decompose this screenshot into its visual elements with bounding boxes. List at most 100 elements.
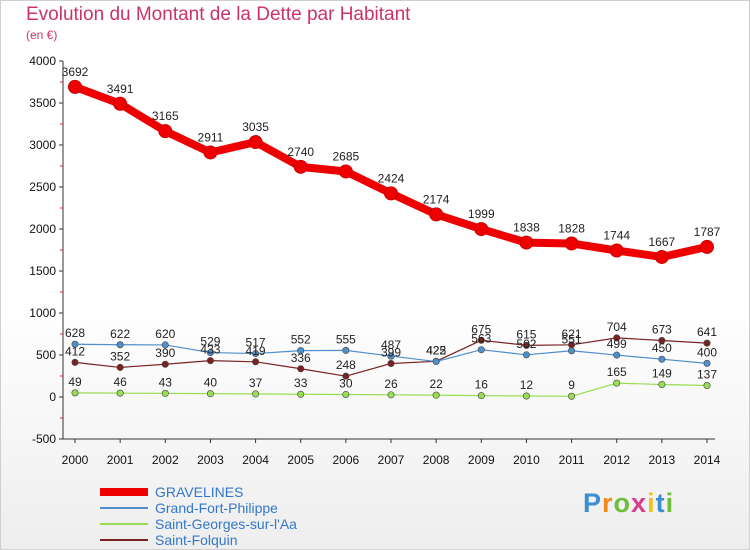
data-label: 552 — [291, 333, 311, 347]
data-label: 43 — [159, 375, 173, 389]
data-label: 422 — [426, 344, 446, 358]
data-label: 1787 — [694, 225, 721, 239]
data-point — [252, 350, 260, 358]
y-tick-label: 3000 — [29, 138, 56, 152]
data-label: 620 — [155, 327, 175, 341]
x-tick-label: 2012 — [603, 453, 630, 467]
data-point — [113, 96, 128, 111]
data-label: 3692 — [62, 65, 89, 79]
data-point — [522, 392, 530, 400]
data-point — [658, 336, 666, 344]
data-label: 641 — [697, 325, 717, 339]
data-label: 529 — [200, 335, 220, 349]
data-label: 390 — [155, 346, 175, 360]
data-label: 2685 — [333, 149, 360, 163]
data-label: 137 — [697, 367, 717, 381]
data-point — [658, 380, 666, 388]
data-point — [654, 249, 669, 264]
data-label: 16 — [475, 378, 489, 392]
data-label: 399 — [381, 345, 401, 359]
data-label: 1838 — [513, 221, 540, 235]
data-point — [116, 363, 124, 371]
data-label: 2740 — [287, 145, 314, 159]
data-label: 22 — [429, 377, 443, 391]
data-label: 675 — [471, 322, 491, 336]
data-point — [71, 358, 79, 366]
data-label: 9 — [568, 378, 575, 392]
data-point — [432, 391, 440, 399]
data-label: 30 — [339, 376, 353, 390]
data-point — [700, 239, 714, 254]
y-tick-label: 2000 — [29, 222, 56, 236]
data-point — [522, 341, 530, 349]
data-label: 412 — [65, 344, 85, 358]
x-tick-label: 2002 — [152, 453, 179, 467]
data-label: 1999 — [468, 207, 495, 221]
x-tick-label: 2014 — [694, 453, 721, 467]
data-label: 704 — [607, 320, 627, 334]
data-point — [568, 392, 576, 400]
data-label: 40 — [204, 376, 218, 390]
data-point — [203, 145, 218, 160]
data-point — [703, 381, 711, 389]
data-label: 551 — [562, 333, 582, 347]
data-label: 248 — [336, 358, 356, 372]
data-label: 37 — [249, 376, 263, 390]
data-label: 33 — [294, 376, 308, 390]
data-label: 425 — [426, 343, 446, 357]
logo-letter: t — [655, 488, 666, 518]
x-tick-label: 2007 — [378, 453, 405, 467]
data-label: 555 — [336, 332, 356, 346]
legend-swatch — [100, 488, 148, 496]
data-point — [116, 389, 124, 397]
logo-letter: r — [602, 488, 614, 518]
data-label: 615 — [516, 327, 536, 341]
data-point — [387, 391, 395, 399]
x-tick-label: 2000 — [62, 453, 89, 467]
x-tick-label: 2005 — [287, 453, 314, 467]
data-label: 499 — [607, 337, 627, 351]
chart-subtitle: (en €) — [26, 28, 58, 42]
x-tick-label: 2006 — [333, 453, 360, 467]
legend-swatch — [100, 539, 148, 541]
legend-label: GRAVELINES — [155, 484, 244, 500]
data-label: 2424 — [378, 171, 405, 185]
data-point — [522, 351, 530, 359]
data-point — [613, 379, 621, 387]
proxiti-logo: Proxiti — [583, 488, 674, 519]
legend-swatch — [100, 523, 148, 525]
data-label: 450 — [652, 341, 672, 355]
logo-letter: x — [631, 488, 648, 518]
data-label: 628 — [65, 326, 85, 340]
data-label: 3035 — [242, 120, 269, 134]
data-point — [248, 135, 263, 150]
data-point — [71, 340, 79, 348]
logo-letter: P — [583, 488, 603, 518]
data-label: 502 — [516, 337, 536, 351]
x-tick-label: 2003 — [197, 453, 224, 467]
data-label: 517 — [246, 336, 266, 350]
legend-label: Saint-Georges-sur-l'Aa — [155, 516, 297, 532]
data-label: 2174 — [423, 192, 450, 206]
legend-label: Grand-Fort-Philippe — [155, 500, 278, 516]
data-point — [658, 355, 666, 363]
logo-letter: o — [613, 488, 632, 518]
chart-title: Evolution du Montant de la Dette par Hab… — [26, 4, 411, 25]
logo-letter: i — [665, 488, 675, 518]
data-point — [613, 351, 621, 359]
data-label: 419 — [246, 344, 266, 358]
data-label: 46 — [113, 375, 127, 389]
y-tick-label: 4000 — [29, 54, 56, 68]
data-label: 1744 — [603, 229, 630, 243]
data-point — [252, 390, 260, 398]
data-point — [613, 334, 621, 342]
data-label: 622 — [110, 327, 130, 341]
data-point — [477, 346, 485, 354]
data-point — [161, 389, 169, 397]
data-label: 621 — [562, 327, 582, 341]
data-point — [206, 349, 214, 357]
data-point — [387, 359, 395, 367]
data-point — [297, 365, 305, 373]
data-label: 3165 — [152, 109, 179, 123]
